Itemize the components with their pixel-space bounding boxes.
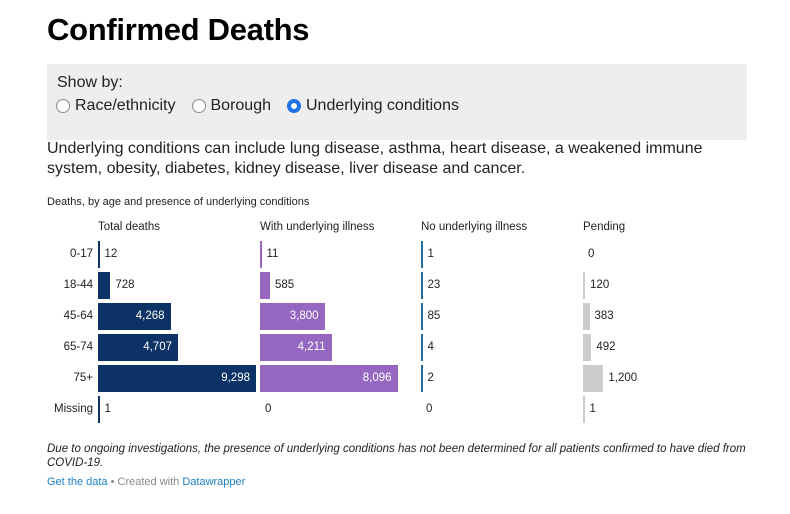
show-by-label: Show by: <box>57 74 123 91</box>
get-the-data-link[interactable]: Get the data <box>47 476 108 488</box>
row-label: 75+ <box>73 372 93 384</box>
value-label: 383 <box>594 310 614 322</box>
description: Underlying conditions can include lung d… <box>47 140 703 177</box>
value-label: 4,268 <box>135 310 165 322</box>
radio-option-label[interactable]: Underlying conditions <box>306 97 459 114</box>
bar-total-deaths <box>98 303 171 330</box>
value-label: 2 <box>427 372 434 384</box>
row-label: 18-44 <box>63 279 93 291</box>
datawrapper-link[interactable]: Datawrapper <box>182 476 246 488</box>
bar-total-deaths <box>98 396 100 423</box>
radio-option-label[interactable]: Race/ethnicity <box>75 97 176 114</box>
bar-pending <box>583 396 585 423</box>
bar-with-underlying-illness <box>260 303 325 330</box>
value-label: 120 <box>590 279 610 291</box>
bar-no-underlying-illness <box>421 365 423 392</box>
value-label: 11 <box>266 248 279 260</box>
row-label: Missing <box>54 403 93 415</box>
value-label: 585 <box>274 279 295 291</box>
footer: Get the data • Created with Datawrapper <box>47 476 245 488</box>
chart-title: Deaths, by age and presence of underlyin… <box>47 196 310 208</box>
bar-with-underlying-illness <box>260 334 332 361</box>
bar-with-underlying-illness <box>260 365 398 392</box>
bar-pending <box>583 334 592 361</box>
value-label: 12 <box>104 248 118 260</box>
bar-total-deaths <box>98 365 256 392</box>
radio-option[interactable]: Underlying conditions <box>287 97 459 115</box>
column-header-pending: Pending <box>583 221 626 233</box>
row-label: 0-17 <box>69 248 93 260</box>
bar-total-deaths <box>98 272 111 299</box>
value-label: 0 <box>426 403 433 415</box>
bar-no-underlying-illness <box>421 241 423 268</box>
value-label: 728 <box>115 279 135 291</box>
bar-total-deaths <box>98 334 178 361</box>
value-label: 4 <box>427 341 434 353</box>
radio-selected-icon[interactable] <box>287 99 301 113</box>
radio-option[interactable]: Borough <box>191 97 272 115</box>
column-header-with-underlying-illness: With underlying illness <box>260 221 375 233</box>
value-label: 23 <box>427 279 441 291</box>
value-label: 8,096 <box>362 372 392 384</box>
value-label: 4,211 <box>297 341 326 353</box>
value-label: 1 <box>104 403 111 415</box>
radio-empty-icon[interactable] <box>191 99 206 113</box>
value-label: 1 <box>589 403 596 415</box>
value-label: 1 <box>427 248 434 260</box>
value-label: 0 <box>588 248 595 260</box>
footnote: Due to ongoing investigations, the prese… <box>47 443 746 469</box>
bar-pending <box>583 303 590 330</box>
radio-empty-icon[interactable] <box>56 99 70 113</box>
column-header-total-deaths: Total deaths <box>98 221 161 233</box>
bar-with-underlying-illness <box>260 272 270 299</box>
value-label: 9,298 <box>221 372 250 384</box>
bar-total-deaths <box>98 241 100 268</box>
bar-no-underlying-illness <box>421 272 423 299</box>
value-label: 85 <box>427 310 441 322</box>
column-header-no-underlying-illness: No underlying illness <box>421 221 528 233</box>
row-label: 45-64 <box>63 310 93 322</box>
value-label: 1,200 <box>608 372 638 384</box>
radio-group: Race/ethnicity Borough Underlying conditio… <box>56 97 475 115</box>
row-label: 65-74 <box>63 341 93 353</box>
value-label: 492 <box>596 341 616 353</box>
bar-pending <box>583 272 586 299</box>
bar-no-underlying-illness <box>421 303 423 330</box>
value-label: 3,800 <box>289 310 319 322</box>
bar-pending <box>583 365 604 392</box>
bar-with-underlying-illness <box>260 241 262 268</box>
footer-separator: • Created with <box>107 476 183 488</box>
value-label: 0 <box>265 403 272 415</box>
radio-option[interactable]: Race/ethnicity <box>56 97 176 115</box>
show-by-panel: Show by: Race/ethnicity Borough Underlying… <box>47 64 747 140</box>
value-label: 4,707 <box>143 341 172 353</box>
radio-option-label[interactable]: Borough <box>210 97 272 114</box>
page-title: Confirmed Deaths <box>47 12 310 47</box>
bar-no-underlying-illness <box>421 334 423 361</box>
